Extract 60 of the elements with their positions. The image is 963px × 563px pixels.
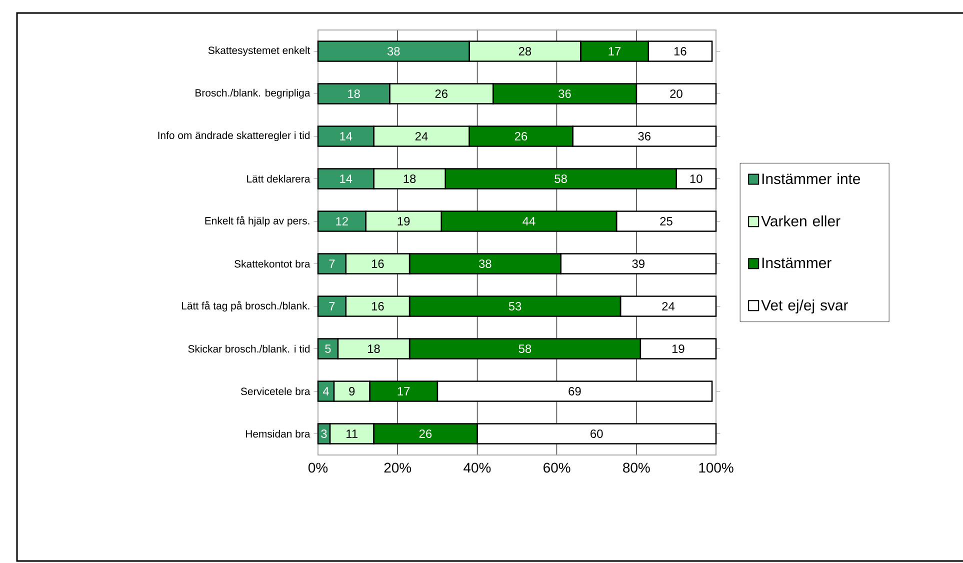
data-label: 17 (398, 387, 410, 396)
data-label: 28 (518, 47, 532, 56)
y-tick-label: Servicetele bra (240, 387, 310, 396)
data-label: 3 (321, 430, 327, 438)
data-label: 53 (508, 302, 522, 310)
x-tick-label: 0% (308, 462, 328, 473)
data-label: 12 (336, 217, 348, 226)
x-tick-label: 80% (623, 462, 650, 473)
legend-label: Vet ej/ej svar (761, 300, 848, 314)
data-label: 16 (372, 260, 384, 268)
data-label: 26 (419, 430, 432, 438)
data-label: 18 (404, 174, 416, 183)
legend-label: Instämmer (762, 258, 832, 268)
data-label: 19 (398, 217, 410, 226)
data-label: 10 (690, 174, 702, 183)
y-tick-label: Enkelt få hjälp av pers. (205, 216, 310, 227)
data-label: 39 (632, 260, 644, 268)
data-label: 14 (340, 132, 352, 140)
y-tick-label: Lätt få tag på brosch./blank. (182, 300, 310, 312)
data-label: 26 (514, 132, 528, 140)
data-label: 9 (349, 387, 355, 396)
y-tick-label: Hemsidan bra (246, 430, 310, 438)
data-label: 69 (568, 387, 581, 396)
legend-label: Varken eller (761, 215, 840, 226)
data-label: 17 (608, 47, 621, 56)
data-label: 36 (638, 132, 650, 140)
data-label: 4 (322, 387, 329, 396)
data-label: 24 (662, 302, 675, 310)
x-tick-label: 20% (384, 462, 412, 473)
data-label: 26 (435, 90, 448, 98)
data-label: 7 (329, 260, 335, 268)
x-tick-label: 40% (464, 462, 491, 473)
data-label: 11 (346, 430, 358, 438)
data-label: 5 (325, 344, 331, 353)
data-label: 44 (522, 217, 536, 226)
y-tick-label: Brosch./blank. begripliga (196, 88, 310, 99)
data-label: 16 (372, 302, 384, 310)
data-label: 38 (478, 260, 492, 268)
data-label: 58 (554, 174, 567, 183)
data-label: 18 (368, 344, 380, 353)
data-label: 24 (415, 132, 428, 140)
x-tick-label: 60% (544, 462, 570, 473)
legend-label: Instämmer inte (762, 173, 860, 184)
y-tick-label: Lätt deklarera (247, 174, 310, 183)
y-tick-label: Info om ändrade skatteregler i tid (158, 131, 310, 142)
data-label: 38 (387, 47, 400, 56)
data-label: 7 (329, 302, 335, 310)
y-tick-label: Skattekontot bra (234, 260, 310, 268)
data-label: 60 (590, 430, 603, 438)
data-label: 19 (672, 344, 684, 353)
data-label: 58 (518, 344, 532, 353)
data-label: 18 (348, 90, 360, 98)
data-label: 36 (558, 90, 571, 98)
data-label: 20 (670, 90, 682, 98)
data-label: 16 (674, 47, 686, 56)
x-tick-label: 100% (699, 462, 734, 473)
data-label: 14 (340, 174, 352, 183)
data-label: 25 (660, 217, 672, 226)
y-tick-label: Skickar brosch./blank. i tid (188, 344, 310, 353)
y-tick-label: Skattesystemet enkelt (208, 46, 310, 56)
